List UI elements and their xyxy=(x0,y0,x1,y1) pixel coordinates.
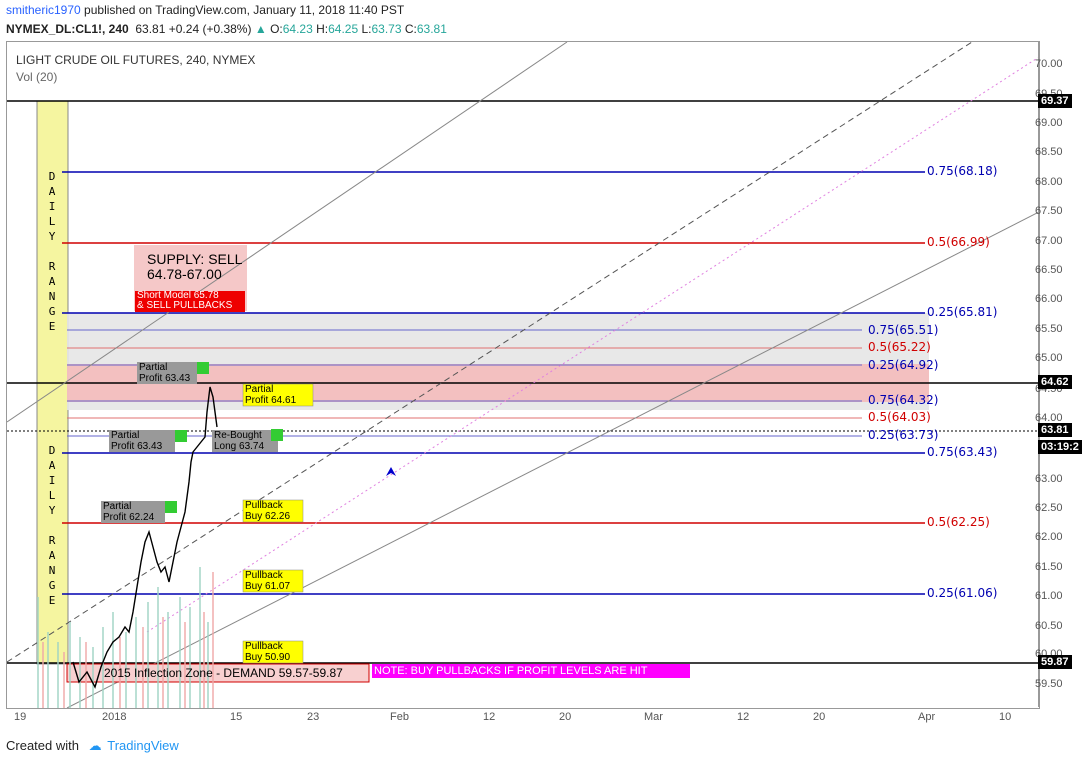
supply-title: SUPPLY: SELL xyxy=(147,251,243,267)
high-value: 64.25 xyxy=(328,22,359,36)
fib-label: 0.5(64.03) xyxy=(868,410,931,424)
fib-label: 0.75(63.43) xyxy=(927,445,998,459)
short-model-line-2: & SELL PULLBACKS xyxy=(137,300,233,311)
pullback-buy-label-1: Pullback Buy 62.26 xyxy=(245,500,291,522)
short-model-label: Short Model 65.78 & SELL PULLBACKS xyxy=(137,291,232,311)
fib-label: 0.25(65.81) xyxy=(927,305,998,319)
chart-canvas xyxy=(7,42,1039,708)
publish-text: published on TradingView.com, January 11… xyxy=(84,3,405,17)
tradingview-link[interactable]: TradingView xyxy=(107,738,179,753)
fib-label: 0.5(66.99) xyxy=(927,235,990,249)
fib-label: 0.75(65.51) xyxy=(868,323,939,337)
arrow-up-icon xyxy=(386,467,396,476)
chart-title: LIGHT CRUDE OIL FUTURES, 240, NYMEX xyxy=(16,53,256,67)
publish-info: smitheric1970 published on TradingView.c… xyxy=(6,3,404,17)
partial-profit-label-3: Partial Profit 62.24 xyxy=(103,501,155,523)
fib-label: 0.5(65.22) xyxy=(868,340,931,354)
partial-profit-label-2: Partial Profit 63.43 xyxy=(111,430,163,452)
footer: Created with ☁ TradingView xyxy=(6,738,179,754)
supply-label: SUPPLY: SELL 64.78-67.00 xyxy=(147,252,242,282)
open-label: O: xyxy=(270,22,283,36)
price-axis[interactable] xyxy=(1038,41,1082,707)
fib-label: 0.25(63.73) xyxy=(868,428,939,442)
high-label: H: xyxy=(316,22,329,36)
tradingview-logo-icon[interactable]: ☁ xyxy=(88,738,102,753)
fib-label: 0.25(61.06) xyxy=(927,586,998,600)
daily-range-label-1: DAILY RANGE xyxy=(45,170,59,335)
pullback-buy-label-3: Pullback Buy 50.90 xyxy=(245,641,291,663)
price-series xyxy=(72,386,218,689)
close-value: 63.81 xyxy=(416,22,447,36)
short-model-line-1: Short Model 65.78 xyxy=(137,290,219,301)
rebought-label: Re-Bought Long 63.74 xyxy=(214,430,265,452)
price-tag-low: 59.87 xyxy=(1038,655,1072,669)
price-change: +0.24 (+0.38%) xyxy=(168,22,252,36)
inflection-zone-label: 2015 Inflection Zone - DEMAND 59.57-59.8… xyxy=(104,666,343,680)
fib-label: 0.5(62.25) xyxy=(927,515,990,529)
chart-pane[interactable]: LIGHT CRUDE OIL FUTURES, 240, NYMEX Vol … xyxy=(6,41,1040,709)
note-box xyxy=(372,664,690,678)
symbol-line: NYMEX_DL:CL1!, 240 63.81 +0.24 (+0.38%) … xyxy=(6,22,447,36)
price-tag-top: 69.37 xyxy=(1038,94,1072,108)
price-tag-last: 63.81 xyxy=(1038,423,1072,437)
open-value: 64.23 xyxy=(282,22,313,36)
fib-label: 0.75(64.32) xyxy=(868,393,939,407)
close-label: C: xyxy=(404,22,417,36)
partial-profit-label-1: Partial Profit 63.43 xyxy=(139,362,191,384)
low-value: 63.73 xyxy=(371,22,402,36)
note-label: NOTE: BUY PULLBACKS IF PROFIT LEVELS ARE… xyxy=(374,665,648,677)
fib-label: 0.75(68.18) xyxy=(927,164,998,178)
low-label: L: xyxy=(361,22,372,36)
author-link[interactable]: smitheric1970 xyxy=(6,3,81,17)
up-arrow-icon: ▲ xyxy=(254,22,267,36)
symbol-name: NYMEX_DL:CL1!, 240 xyxy=(6,22,129,36)
volume-indicator-label[interactable]: Vol (20) xyxy=(16,70,58,84)
fib-label: 0.25(64.92) xyxy=(868,358,939,372)
daily-range-label-2: DAILY RANGE xyxy=(45,444,59,609)
price-tag-mid: 64.62 xyxy=(1038,375,1072,389)
countdown-tag: 03:19:2 xyxy=(1038,440,1082,454)
last-price: 63.81 xyxy=(135,22,166,36)
partial-profit-label-4: Partial Profit 64.61 xyxy=(245,384,297,406)
created-with-text: Created with xyxy=(6,738,79,753)
pullback-buy-label-2: Pullback Buy 61.07 xyxy=(245,570,291,592)
supply-range: 64.78-67.00 xyxy=(147,266,222,282)
